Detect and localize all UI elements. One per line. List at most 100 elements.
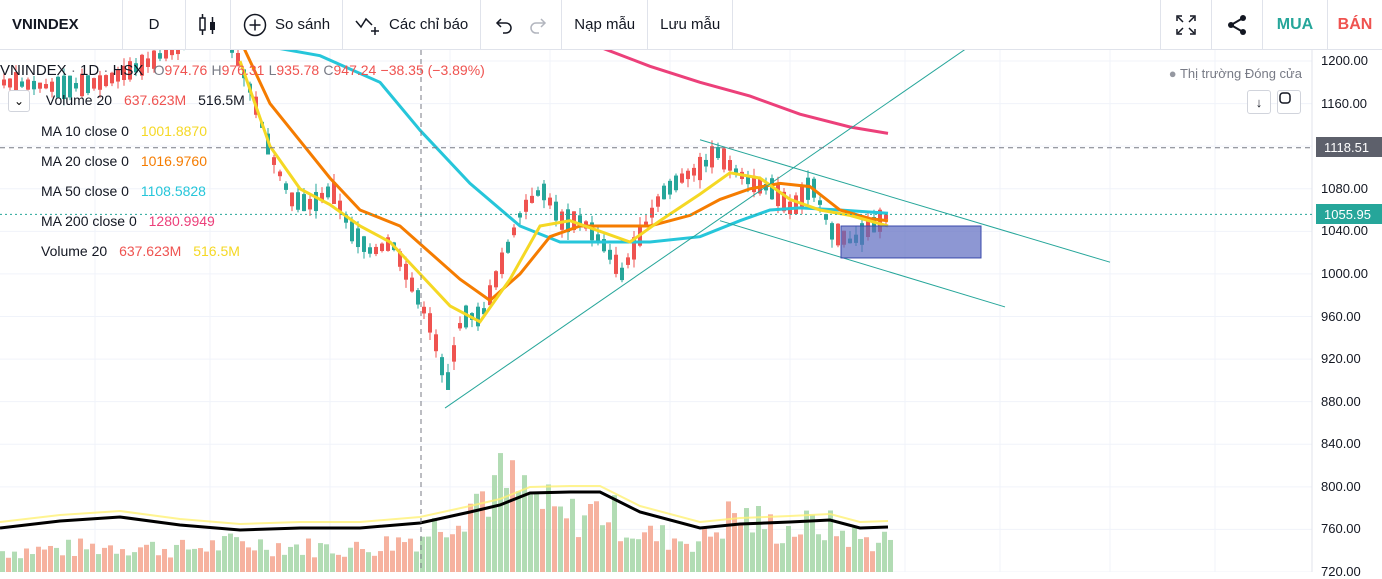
fullscreen-icon — [1175, 14, 1197, 36]
indicators-button[interactable]: Các chỉ báo — [343, 0, 480, 50]
volume-bar — [318, 543, 323, 572]
trend-line — [699, 139, 1111, 263]
interval-button[interactable]: D — [148, 16, 160, 33]
volume-bar — [810, 514, 815, 572]
volume-bar — [336, 554, 341, 572]
candle-body — [116, 69, 120, 82]
price-axis-tick: 1000.00 — [1321, 265, 1368, 281]
indicator-value-2: 516.5M — [198, 92, 245, 108]
close-label: C — [323, 62, 334, 78]
volume-bar — [150, 541, 155, 572]
volume-bar — [192, 548, 197, 572]
indicator-legend-ma20[interactable]: MA 20 close 0 1016.9760 — [41, 153, 207, 169]
volume-bar — [678, 541, 683, 572]
market-status: ● Thị trường Đóng cửa — [1169, 66, 1302, 81]
buy-button[interactable]: MUA — [1276, 15, 1314, 33]
candle-body — [710, 146, 714, 168]
volume-bar — [888, 539, 893, 572]
volume-bar — [498, 453, 503, 572]
volume-bar — [762, 529, 767, 572]
volume-bar — [570, 498, 575, 572]
divider — [342, 0, 344, 50]
divider — [1160, 0, 1161, 50]
volume-bar — [474, 493, 479, 572]
volume-bar — [60, 555, 65, 572]
indicator-name: MA 50 close 0 — [41, 183, 129, 199]
candle-body — [776, 184, 780, 207]
volume-bar — [306, 538, 311, 572]
volume-bar — [696, 541, 701, 572]
market-status-text: Thị trường Đóng cửa — [1179, 66, 1302, 81]
candle-body — [170, 50, 174, 56]
indicator-name: MA 20 close 0 — [41, 153, 129, 169]
low-label: L — [268, 62, 277, 78]
indicator-legend-ma200[interactable]: MA 200 close 0 1280.9949 — [41, 213, 215, 229]
candle-body — [698, 156, 702, 181]
low-value: 935.78 — [276, 62, 320, 78]
candle-body — [404, 263, 408, 280]
indicator-legend-ma10[interactable]: MA 10 close 0 1001.8870 — [41, 123, 207, 139]
volume-bar — [222, 536, 227, 572]
compare-button[interactable]: So sánh — [231, 0, 342, 50]
candle-body — [362, 236, 366, 252]
volume-bar — [792, 536, 797, 572]
candle-body — [14, 72, 18, 96]
divider — [230, 0, 231, 50]
fullscreen-button[interactable] — [1161, 0, 1211, 50]
volume-ma2-line — [0, 485, 889, 526]
volume-bar — [708, 536, 713, 572]
volume-bar — [12, 551, 17, 572]
symbol-button[interactable]: VNINDEX — [12, 16, 79, 33]
price-axis-tick: 1160.00 — [1321, 95, 1368, 111]
indicator-legend-ma50[interactable]: MA 50 close 0 1108.5828 — [41, 183, 206, 199]
candle-body — [818, 200, 822, 205]
scroll-to-latest-button[interactable]: ↓ — [1247, 90, 1271, 114]
chevron-down-icon[interactable]: ⌄ — [8, 90, 30, 112]
share-button[interactable] — [1212, 0, 1262, 50]
volume-bar — [504, 487, 509, 572]
main-series-legend: VNINDEX · 1D · HSX O974.76 H976.31 L935.… — [0, 62, 485, 79]
volume-ma-line — [0, 490, 889, 532]
candle-body — [458, 323, 462, 329]
candle-body — [314, 192, 318, 212]
volume-bar — [66, 539, 71, 572]
candle-body — [50, 81, 54, 92]
volume-bar — [822, 540, 827, 572]
save-template-button[interactable]: Lưu mẫu — [660, 16, 721, 33]
indicator-legend-volume-2[interactable]: Volume 20 637.623M 516.5M — [41, 243, 240, 259]
chart-style-button[interactable] — [186, 0, 230, 50]
indicator-legend-volume[interactable]: ⌄ Volume 20 637.623M 516.5M — [8, 90, 245, 112]
volume-bar — [510, 460, 515, 572]
indicator-value: 1001.8870 — [140, 123, 208, 139]
candle-body — [134, 63, 138, 73]
volume-bar — [828, 510, 833, 572]
close-value: 947.24 — [333, 62, 377, 78]
candle-body — [452, 345, 456, 362]
load-template-button[interactable]: Nạp mẫu — [574, 16, 636, 33]
indicator-name: Volume 20 — [45, 92, 113, 108]
candle-body — [872, 217, 876, 233]
redo-button[interactable] — [521, 0, 561, 50]
volume-bar — [138, 547, 143, 572]
candle-body — [152, 50, 156, 69]
volume-bar — [210, 540, 215, 572]
ma50-line — [279, 50, 889, 244]
status-dot-icon: ● — [1168, 66, 1177, 81]
volume-bar — [582, 515, 587, 572]
candle-body — [830, 223, 834, 240]
volume-bar — [648, 525, 653, 572]
change-value: −38.35 (−3.89%) — [380, 62, 485, 78]
sell-button[interactable]: BÁN — [1337, 15, 1373, 33]
reset-chart-button[interactable] — [1277, 90, 1301, 114]
candle-body — [38, 82, 42, 89]
chart-area[interactable]: VNINDEX · 1D · HSX O974.76 H976.31 L935.… — [0, 50, 1382, 579]
undo-button[interactable] — [481, 0, 521, 50]
candle-body — [278, 171, 282, 177]
candle-body — [608, 249, 612, 260]
volume-bar — [24, 548, 29, 572]
volume-bar — [852, 527, 857, 572]
volume-bar — [420, 536, 425, 572]
price-chart[interactable] — [0, 50, 1382, 572]
volume-bar — [0, 551, 5, 572]
candle-body — [284, 183, 288, 190]
